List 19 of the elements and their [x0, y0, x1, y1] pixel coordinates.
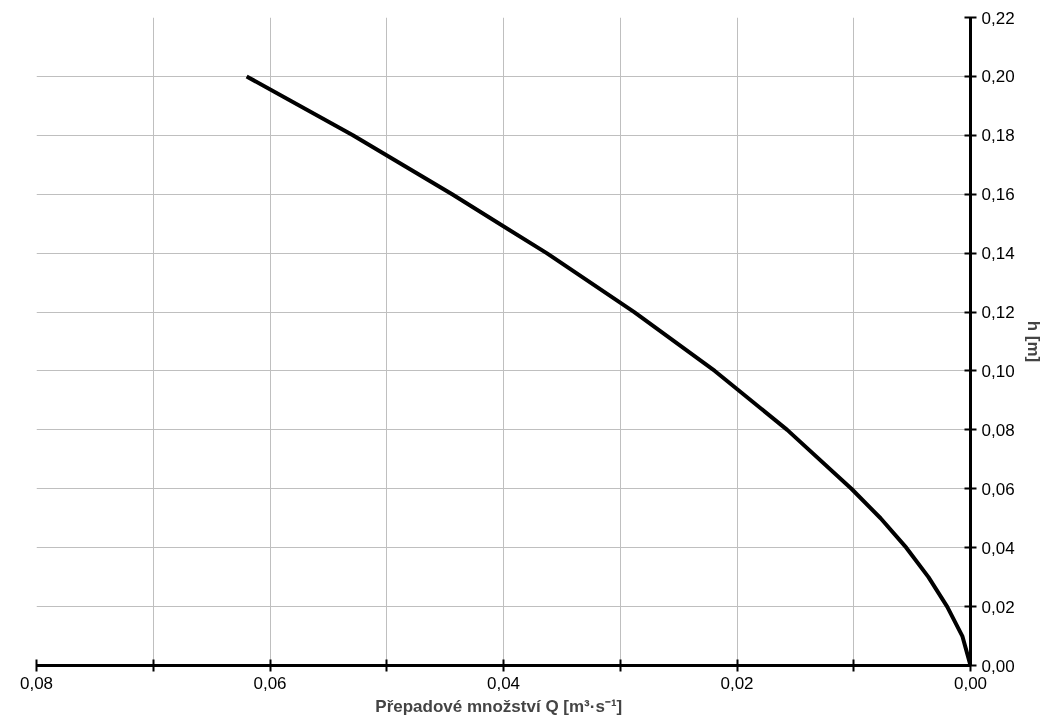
y-tick-label: 0,12 [981, 303, 1015, 323]
y-tick-label: 0,18 [981, 126, 1015, 146]
y-tick-label: 0,00 [981, 656, 1015, 676]
y-tick-label: 0,22 [981, 8, 1015, 28]
y-tick-label: 0,14 [981, 244, 1015, 264]
y-tick-label: 0,06 [981, 479, 1015, 499]
x-axis-title: Přepadové množství Q [m³·s⁻¹] [375, 696, 623, 716]
y-tick-label: 0,20 [981, 67, 1015, 87]
y-tick-label: 0,10 [981, 361, 1015, 381]
y-tick-label: 0,02 [981, 597, 1015, 617]
x-tick-label: 0,00 [953, 673, 988, 693]
x-tick-label: 0,04 [486, 673, 521, 693]
x-tick-label: 0,06 [253, 673, 287, 693]
x-tick-label: 0,08 [19, 673, 54, 693]
y-axis-title: h [m] [1023, 320, 1043, 363]
y-tick-label: 0,16 [981, 185, 1015, 205]
y-tick-label: 0,08 [981, 420, 1015, 440]
x-tick-label: 0,02 [720, 673, 754, 693]
y-tick-label: 0,04 [981, 538, 1015, 558]
